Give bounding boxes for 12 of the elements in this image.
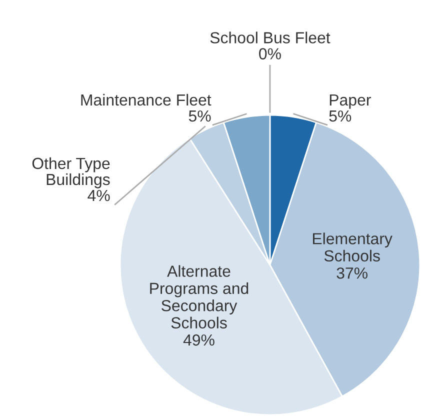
slice-label: Elementary Schools <box>313 232 392 262</box>
slice-label: Alternate Programs and Secondary Schools <box>150 265 248 328</box>
data-label: 5% <box>188 110 211 122</box>
data-label: 37% <box>336 267 368 279</box>
data-label: 4% <box>88 190 110 202</box>
text: 0% <box>259 48 281 60</box>
slice-label: Other Type Buildings <box>32 157 110 188</box>
data-label: 49% <box>183 334 214 346</box>
slice-label: Maintenance Fleet <box>81 94 212 106</box>
category-label: School Bus Fleet <box>210 32 330 44</box>
slice-label: Paper <box>330 94 371 109</box>
data-label: 5% <box>329 110 352 122</box>
